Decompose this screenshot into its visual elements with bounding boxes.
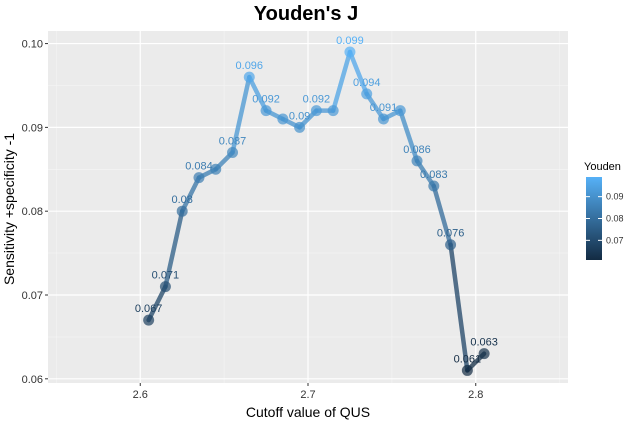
data-point (193, 172, 205, 184)
legend-tick-label: 0.09 (606, 192, 624, 202)
data-labels: 0.067 0.071 0.08 0.084 0.087 0.096 0.092 0.09 0.… (135, 35, 498, 365)
data-point (260, 105, 272, 117)
legend-tick-label: 0.08 (606, 214, 624, 224)
legend-tick-label: 0.07 (606, 235, 624, 245)
color-legend: Youden 0.07 0.08 0.09 (584, 161, 624, 260)
legend-ticks: 0.07 0.08 0.09 (586, 192, 624, 245)
data-label: 0.094 (353, 77, 381, 89)
series-segment (179, 175, 202, 214)
data-point (159, 281, 171, 293)
data-point (210, 163, 222, 175)
x-tick-label: 2.6 (133, 389, 148, 401)
data-point (243, 71, 255, 83)
data-point (310, 105, 322, 117)
data-point (377, 113, 389, 125)
data-label: 0.092 (303, 94, 331, 106)
data-label: 0.067 (135, 303, 163, 315)
data-label: 0.09 (289, 110, 310, 122)
data-label: 0.084 (185, 161, 213, 173)
data-point (428, 180, 440, 192)
y-tick-label: 0.06 (22, 374, 43, 386)
data-point (344, 46, 356, 58)
y-tick-label: 0.07 (22, 290, 43, 302)
data-label: 0.086 (403, 144, 431, 156)
data-point (445, 239, 457, 251)
data-label: 0.099 (336, 35, 364, 47)
series-segment (398, 108, 420, 164)
series-segment (330, 49, 353, 113)
x-axis-title: Cutoff value of QUS (246, 404, 370, 420)
data-label: 0.087 (219, 136, 247, 148)
series-segment (247, 74, 269, 113)
data-point (143, 314, 155, 326)
data-point (478, 348, 490, 360)
data-label: 0.061 (454, 353, 482, 365)
data-label: 0.096 (236, 60, 264, 72)
data-label: 0.092 (252, 94, 280, 106)
data-label: 0.071 (152, 270, 180, 282)
series-points (143, 46, 490, 376)
y-axis-title: Sensitivity +specificity -1 (1, 133, 17, 285)
axis-ticks: 2.6 2.7 2.8 0.06 0.07 0.08 0.09 0.10 (22, 39, 484, 401)
data-label: 0.076 (437, 228, 465, 240)
data-point (277, 113, 289, 125)
data-point (176, 205, 188, 217)
y-tick-label: 0.09 (22, 122, 43, 134)
series-segment (146, 284, 168, 323)
y-tick-label: 0.08 (22, 206, 43, 218)
data-point (394, 105, 406, 117)
data-point (327, 105, 339, 117)
series-segment (163, 208, 185, 289)
series-segment (230, 74, 252, 155)
data-label: 0.091 (370, 102, 398, 114)
data-label: 0.083 (420, 169, 448, 181)
data-point (461, 364, 473, 376)
data-point (227, 147, 239, 159)
chart-title: Youden's J (254, 3, 358, 25)
series-segment (347, 49, 369, 97)
legend-colorbar (586, 177, 602, 260)
data-point (361, 88, 373, 100)
data-point (411, 155, 423, 167)
x-tick-label: 2.8 (468, 389, 483, 401)
data-point (294, 121, 306, 133)
data-label: 0.08 (171, 194, 192, 206)
grid-lines (48, 31, 568, 383)
legend-title: Youden (584, 161, 621, 173)
series-segment (448, 242, 470, 373)
data-label: 0.063 (470, 337, 498, 349)
x-tick-label: 2.7 (300, 389, 315, 401)
y-tick-label: 0.10 (22, 39, 43, 51)
series-segment (431, 183, 453, 247)
